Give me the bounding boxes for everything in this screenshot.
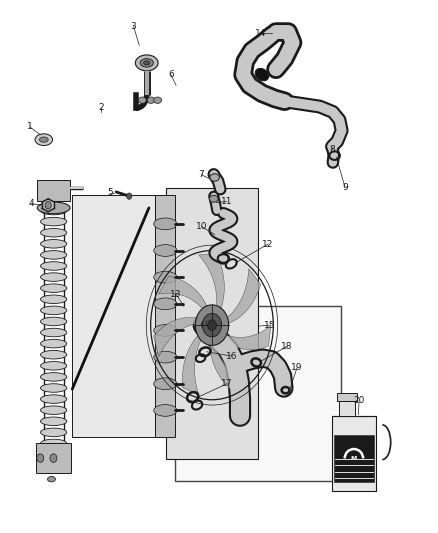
Polygon shape [166,188,258,459]
Ellipse shape [40,428,67,437]
Text: 2: 2 [98,103,103,112]
Text: 18: 18 [281,342,293,351]
Text: 12: 12 [262,240,274,248]
Text: 6: 6 [168,70,174,79]
Ellipse shape [40,306,67,314]
Text: 17: 17 [221,379,233,388]
Polygon shape [210,335,249,392]
Circle shape [37,454,44,462]
Text: 1: 1 [27,123,33,131]
Ellipse shape [40,395,67,403]
Ellipse shape [40,439,67,448]
Ellipse shape [154,298,177,310]
Polygon shape [217,325,271,350]
Ellipse shape [154,245,177,256]
Ellipse shape [40,406,67,415]
Bar [155,195,175,437]
Text: 4: 4 [29,199,34,208]
Polygon shape [220,269,261,325]
Text: 13: 13 [170,290,182,298]
Ellipse shape [144,61,150,65]
Ellipse shape [40,239,67,248]
Ellipse shape [40,351,67,359]
Text: 9: 9 [342,183,348,192]
Bar [334,435,374,482]
Circle shape [45,201,51,209]
Text: 11: 11 [221,197,233,206]
Ellipse shape [40,328,67,337]
Ellipse shape [154,378,177,390]
Polygon shape [154,318,204,357]
Circle shape [127,193,132,199]
Text: 5: 5 [107,189,113,197]
Ellipse shape [140,59,153,67]
Ellipse shape [210,174,219,181]
Bar [206,321,211,324]
Bar [37,180,70,201]
Circle shape [195,305,229,345]
Polygon shape [159,276,210,316]
Circle shape [208,320,216,330]
Text: 7: 7 [198,171,205,179]
Ellipse shape [40,384,67,392]
Ellipse shape [40,295,67,303]
Text: M: M [351,456,357,461]
Ellipse shape [255,68,268,81]
Bar [175,306,341,481]
Ellipse shape [40,417,67,425]
Ellipse shape [154,97,162,103]
Polygon shape [182,330,205,395]
Ellipse shape [135,55,158,71]
Text: 19: 19 [291,364,303,372]
Text: 8: 8 [329,145,335,154]
Ellipse shape [40,373,67,381]
Ellipse shape [40,229,67,237]
Ellipse shape [40,206,67,215]
Ellipse shape [40,361,67,370]
Bar [337,393,357,401]
Ellipse shape [154,218,177,230]
Ellipse shape [47,477,55,482]
Text: 15: 15 [264,321,275,329]
Ellipse shape [40,217,67,226]
Text: 14: 14 [255,29,266,37]
Polygon shape [199,253,224,317]
Ellipse shape [154,351,177,363]
Text: 20: 20 [353,397,365,405]
Ellipse shape [40,340,67,348]
Polygon shape [72,195,155,437]
Ellipse shape [154,271,177,283]
Circle shape [50,454,57,462]
Ellipse shape [40,273,67,281]
Bar [339,401,355,416]
Ellipse shape [40,251,67,259]
Bar [332,416,376,491]
Text: 10: 10 [196,222,207,231]
Ellipse shape [40,284,67,293]
Polygon shape [42,199,54,212]
Ellipse shape [154,405,177,416]
Ellipse shape [40,262,67,270]
Ellipse shape [138,97,146,103]
Text: 3: 3 [131,22,137,31]
Text: 16: 16 [226,352,237,360]
Ellipse shape [209,196,218,203]
Ellipse shape [147,97,155,103]
Ellipse shape [154,325,177,336]
Ellipse shape [40,317,67,326]
Ellipse shape [37,202,70,214]
Ellipse shape [39,137,48,142]
Circle shape [202,313,222,337]
Bar [36,443,71,473]
Ellipse shape [35,134,53,146]
